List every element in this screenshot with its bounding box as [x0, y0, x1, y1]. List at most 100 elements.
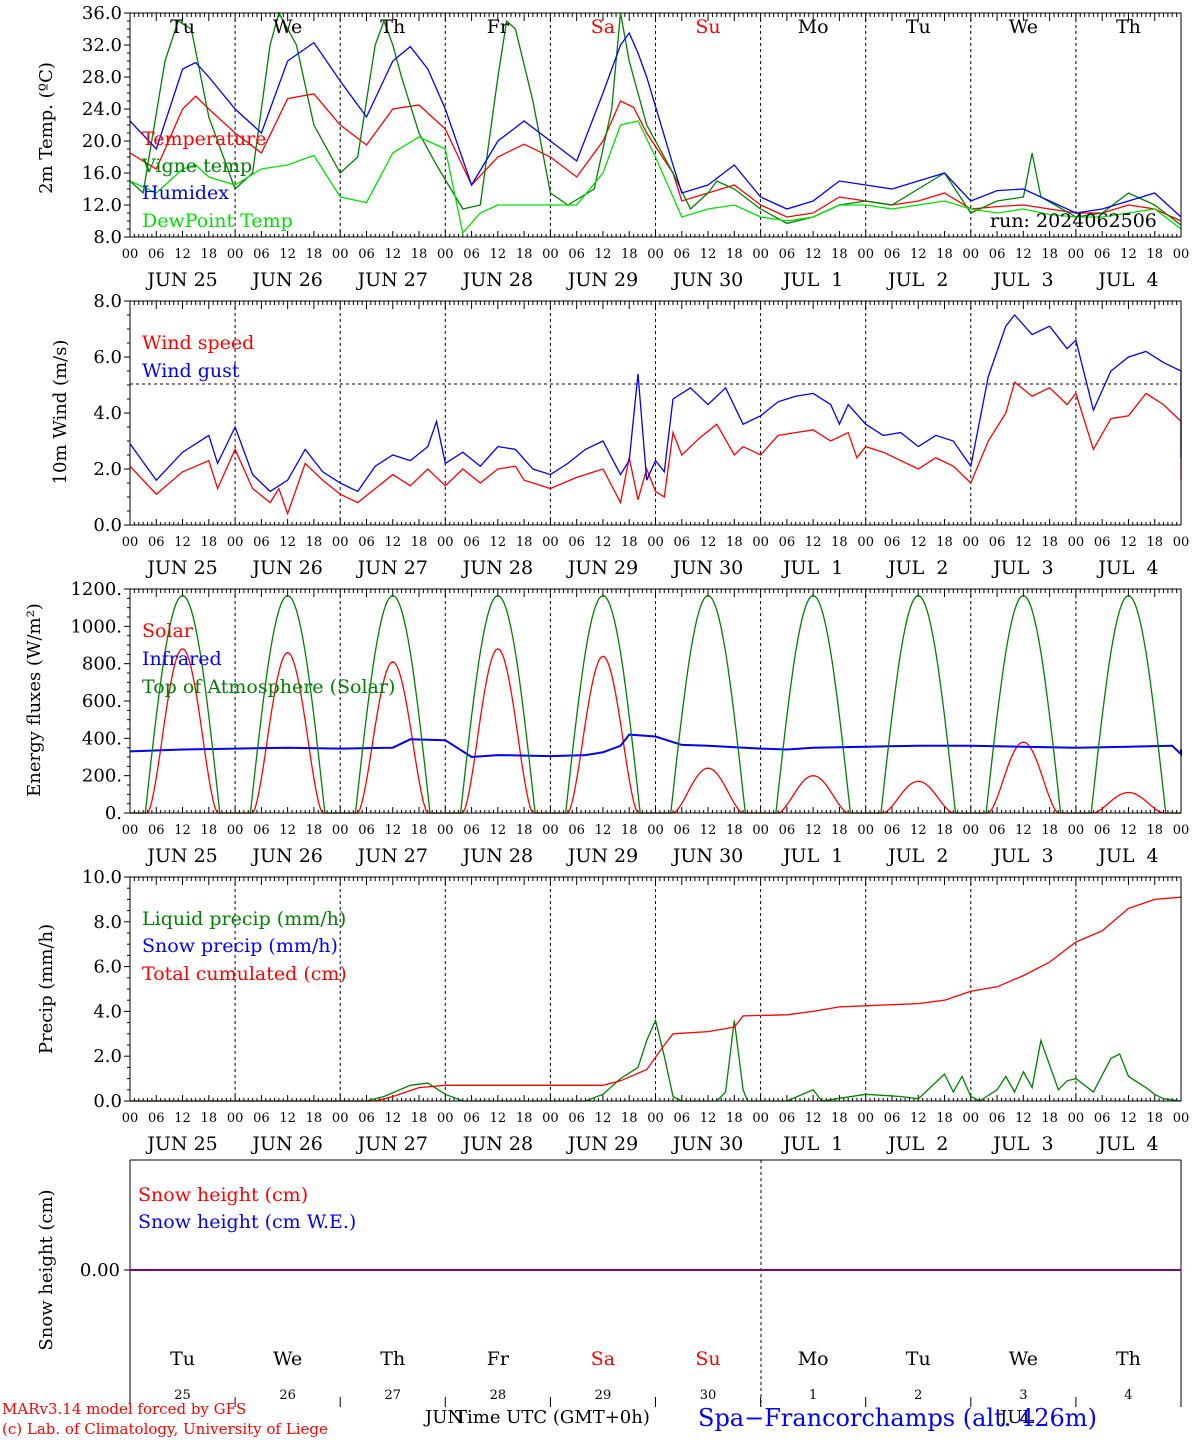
wind-x-ticks: 00 06 12 18 00 06 12 18 00 06 12 18 00 06 12 18 00 06 12 18…	[122, 301, 1190, 579]
hour-tick-label: 06	[779, 1111, 796, 1126]
snow-weekday-label: Mo	[798, 1348, 829, 1370]
hour-tick-label: 06	[358, 247, 375, 262]
hour-tick-label: 06	[463, 247, 480, 262]
hour-tick-label: 06	[568, 247, 585, 262]
date-label: JUN 25	[145, 845, 217, 867]
hour-tick-label: 00	[227, 535, 244, 550]
hour-tick-label: 06	[568, 823, 585, 838]
y-tick-label: 6.0	[93, 957, 122, 978]
series-wind-speed	[129, 381, 1182, 516]
footer-month-left: JUN	[423, 1407, 463, 1428]
legend-snow-height-we: Snow height (cm W.E.)	[138, 1211, 356, 1233]
hour-tick-label: 06	[358, 823, 375, 838]
snow-weekday-label: Fr	[487, 1348, 510, 1370]
hour-tick-label: 12	[490, 823, 507, 838]
y-tick-label: 800.	[82, 654, 122, 675]
hour-tick-label: 12	[1015, 535, 1032, 550]
weekday-label: We	[1009, 16, 1038, 38]
hour-tick-label: 12	[1120, 823, 1137, 838]
hour-tick-label: 12	[384, 823, 401, 838]
hour-tick-label: 18	[411, 247, 428, 262]
hour-tick-label: 06	[148, 823, 165, 838]
date-label: JUN 27	[356, 557, 428, 579]
energy-plot-frame	[129, 588, 1182, 814]
date-label: JUN 30	[671, 269, 743, 291]
date-label: JUL 2	[886, 845, 948, 867]
date-label: JUN 26	[250, 845, 322, 867]
legend-liquid-precip: Liquid precip (mm/h)	[142, 908, 346, 930]
snow-weekday-label: We	[1009, 1348, 1038, 1370]
date-label: JUN 25	[145, 269, 217, 291]
y-tick-label: 10.0	[82, 867, 122, 888]
hour-tick-label: 12	[700, 1111, 717, 1126]
weekday-label: Tu	[906, 16, 931, 38]
hour-tick-label: 18	[1146, 1111, 1163, 1126]
wind-series	[129, 313, 1182, 516]
hour-tick-label: 18	[306, 1111, 323, 1126]
hour-tick-label: 06	[148, 247, 165, 262]
footer-station: Spa−Francorchamps (alt. 426m)	[698, 1404, 1097, 1432]
date-label: JUN 28	[461, 1133, 533, 1155]
precip-day-gridlines	[234, 877, 1077, 1101]
hour-tick-label: 00	[1173, 535, 1190, 550]
hour-tick-label: 18	[201, 823, 218, 838]
hour-tick-label: 00	[1068, 535, 1085, 550]
date-label: JUN 28	[461, 269, 533, 291]
hour-tick-label: 00	[122, 823, 139, 838]
hour-tick-label: 18	[516, 535, 533, 550]
legend-toa-solar: Top of Atmosphere (Solar)	[142, 676, 395, 698]
hour-tick-label: 12	[910, 247, 927, 262]
snow-y-axis-label: Snow height (cm)	[36, 1189, 57, 1350]
y-tick-label: 20.0	[82, 131, 122, 152]
hour-tick-label: 18	[831, 1111, 848, 1126]
precip-plot-frame	[129, 876, 1182, 1102]
legend-total-cumulated: Total cumulated (cm)	[142, 963, 347, 985]
series-dewpoint-temp	[129, 120, 1182, 235]
date-label: JUN 27	[356, 269, 428, 291]
hour-tick-label: 06	[1094, 247, 1111, 262]
hour-tick-label: 06	[568, 1111, 585, 1126]
series-infrared	[129, 733, 1182, 759]
y-tick-label: 24.0	[82, 99, 122, 120]
date-label: JUN 25	[145, 1133, 217, 1155]
hour-tick-label: 12	[700, 535, 717, 550]
hour-tick-label: 00	[437, 247, 454, 262]
hour-tick-label: 18	[201, 247, 218, 262]
hour-tick-label: 00	[647, 1111, 664, 1126]
hour-tick-label: 18	[516, 247, 533, 262]
precip-panel: 0.0 2.0 4.0 6.0 8.0 10.0 00 06 12 18 00 06 12 18 00 06…	[36, 867, 1189, 1155]
y-tick-label: 36.0	[82, 3, 122, 24]
date-label: JUL 1	[781, 269, 843, 291]
hour-tick-label: 06	[463, 535, 480, 550]
hour-tick-label: 00	[1173, 823, 1190, 838]
hour-tick-label: 06	[989, 823, 1006, 838]
footer: MARv3.14 model forced by GFS (c) Lab. of…	[2, 1400, 1097, 1438]
hour-tick-label: 12	[490, 247, 507, 262]
precip-y-ticks: 0.0 2.0 4.0 6.0 8.0 10.0	[82, 867, 130, 1112]
hour-tick-label: 12	[805, 535, 822, 550]
hour-tick-label: 12	[700, 823, 717, 838]
hour-tick-label: 18	[936, 1111, 953, 1126]
hour-tick-label: 12	[174, 1111, 191, 1126]
series-total-cumulated-cm-	[130, 896, 1182, 1102]
series-temperature	[129, 93, 1182, 222]
y-tick-label: 0.0	[93, 515, 122, 536]
hour-tick-label: 12	[174, 823, 191, 838]
weekday-label: We	[273, 16, 302, 38]
hour-tick-label: 00	[332, 1111, 349, 1126]
date-label: JUL 3	[991, 1133, 1053, 1155]
weekday-label: Sa	[591, 16, 615, 38]
y-tick-label: 2.0	[93, 459, 122, 480]
hour-tick-label: 06	[989, 535, 1006, 550]
hour-tick-label: 12	[490, 1111, 507, 1126]
hour-tick-label: 06	[779, 247, 796, 262]
footer-copyright: (c) Lab. of Climatology, University of L…	[2, 1420, 328, 1438]
snow-panel: 0.00 Snow height (cm) Snow height (cm) S…	[36, 1159, 1182, 1407]
precip-x-ticks: 00 06 12 18 00 06 12 18 00 06 12 18 00 06 12 18 00 06 12 18…	[122, 877, 1189, 1155]
date-label: JUN 26	[250, 557, 322, 579]
hour-tick-label: 00	[227, 1111, 244, 1126]
date-label: JUN 29	[566, 1133, 638, 1155]
hour-tick-label: 12	[279, 1111, 296, 1126]
date-label: JUN 26	[250, 1133, 322, 1155]
y-tick-label: 8.0	[93, 227, 122, 248]
